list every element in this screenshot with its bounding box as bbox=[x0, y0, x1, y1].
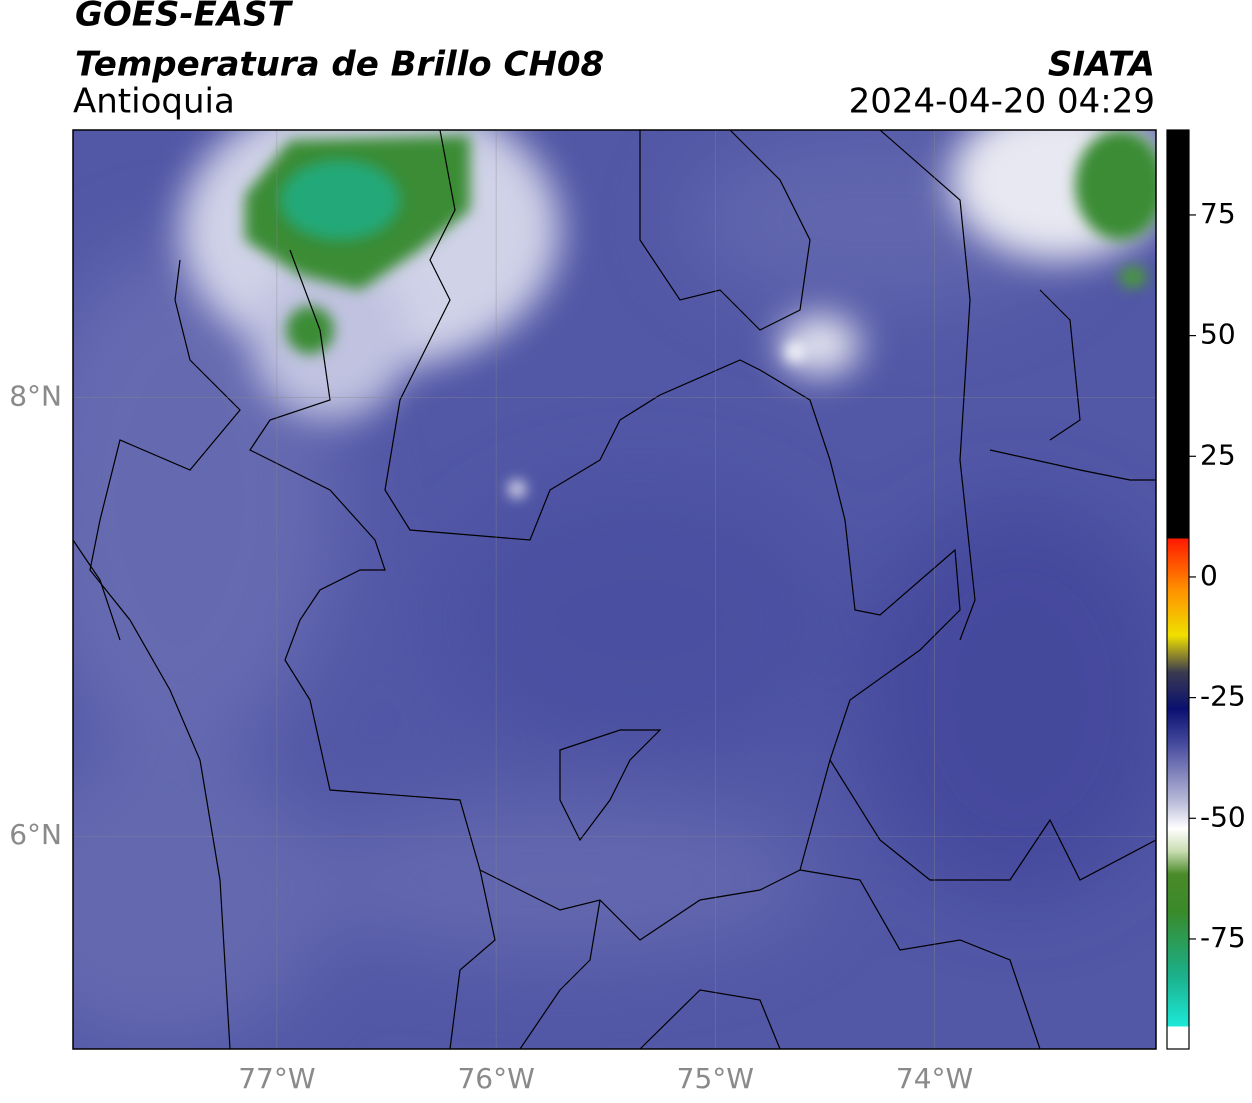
x-tick-label: 76°W bbox=[457, 1062, 534, 1095]
colorbar-tick-label: -25 bbox=[1200, 680, 1246, 713]
colorbar-tick-label: -50 bbox=[1200, 800, 1246, 833]
title: GOES-EAST bbox=[75, 0, 294, 35]
map-image bbox=[73, 130, 1156, 1049]
subtitle: Temperatura de Brillo CH08 bbox=[75, 45, 604, 85]
colorbar bbox=[1166, 129, 1190, 1050]
colorbar-tick-label: 25 bbox=[1200, 438, 1236, 471]
source: SIATA bbox=[1048, 45, 1155, 85]
graticule bbox=[73, 130, 1156, 1049]
colorbar-tick-label: 0 bbox=[1200, 559, 1218, 592]
region: Antioquia bbox=[73, 82, 235, 122]
x-tick-label: 74°W bbox=[896, 1062, 973, 1095]
x-tick-label: 75°W bbox=[677, 1062, 754, 1095]
y-tick-label: 8°N bbox=[9, 380, 62, 413]
y-tick-label: 6°N bbox=[9, 818, 62, 851]
x-tick-label: 77°W bbox=[238, 1062, 315, 1095]
timestamp: 2024-04-20 04:29 bbox=[849, 82, 1155, 122]
colorbar-tick-label: -75 bbox=[1200, 921, 1246, 954]
map-frame bbox=[72, 129, 1157, 1050]
colorbar-tick-label: 75 bbox=[1200, 197, 1236, 230]
colorbar-tick-label: 50 bbox=[1200, 318, 1236, 351]
